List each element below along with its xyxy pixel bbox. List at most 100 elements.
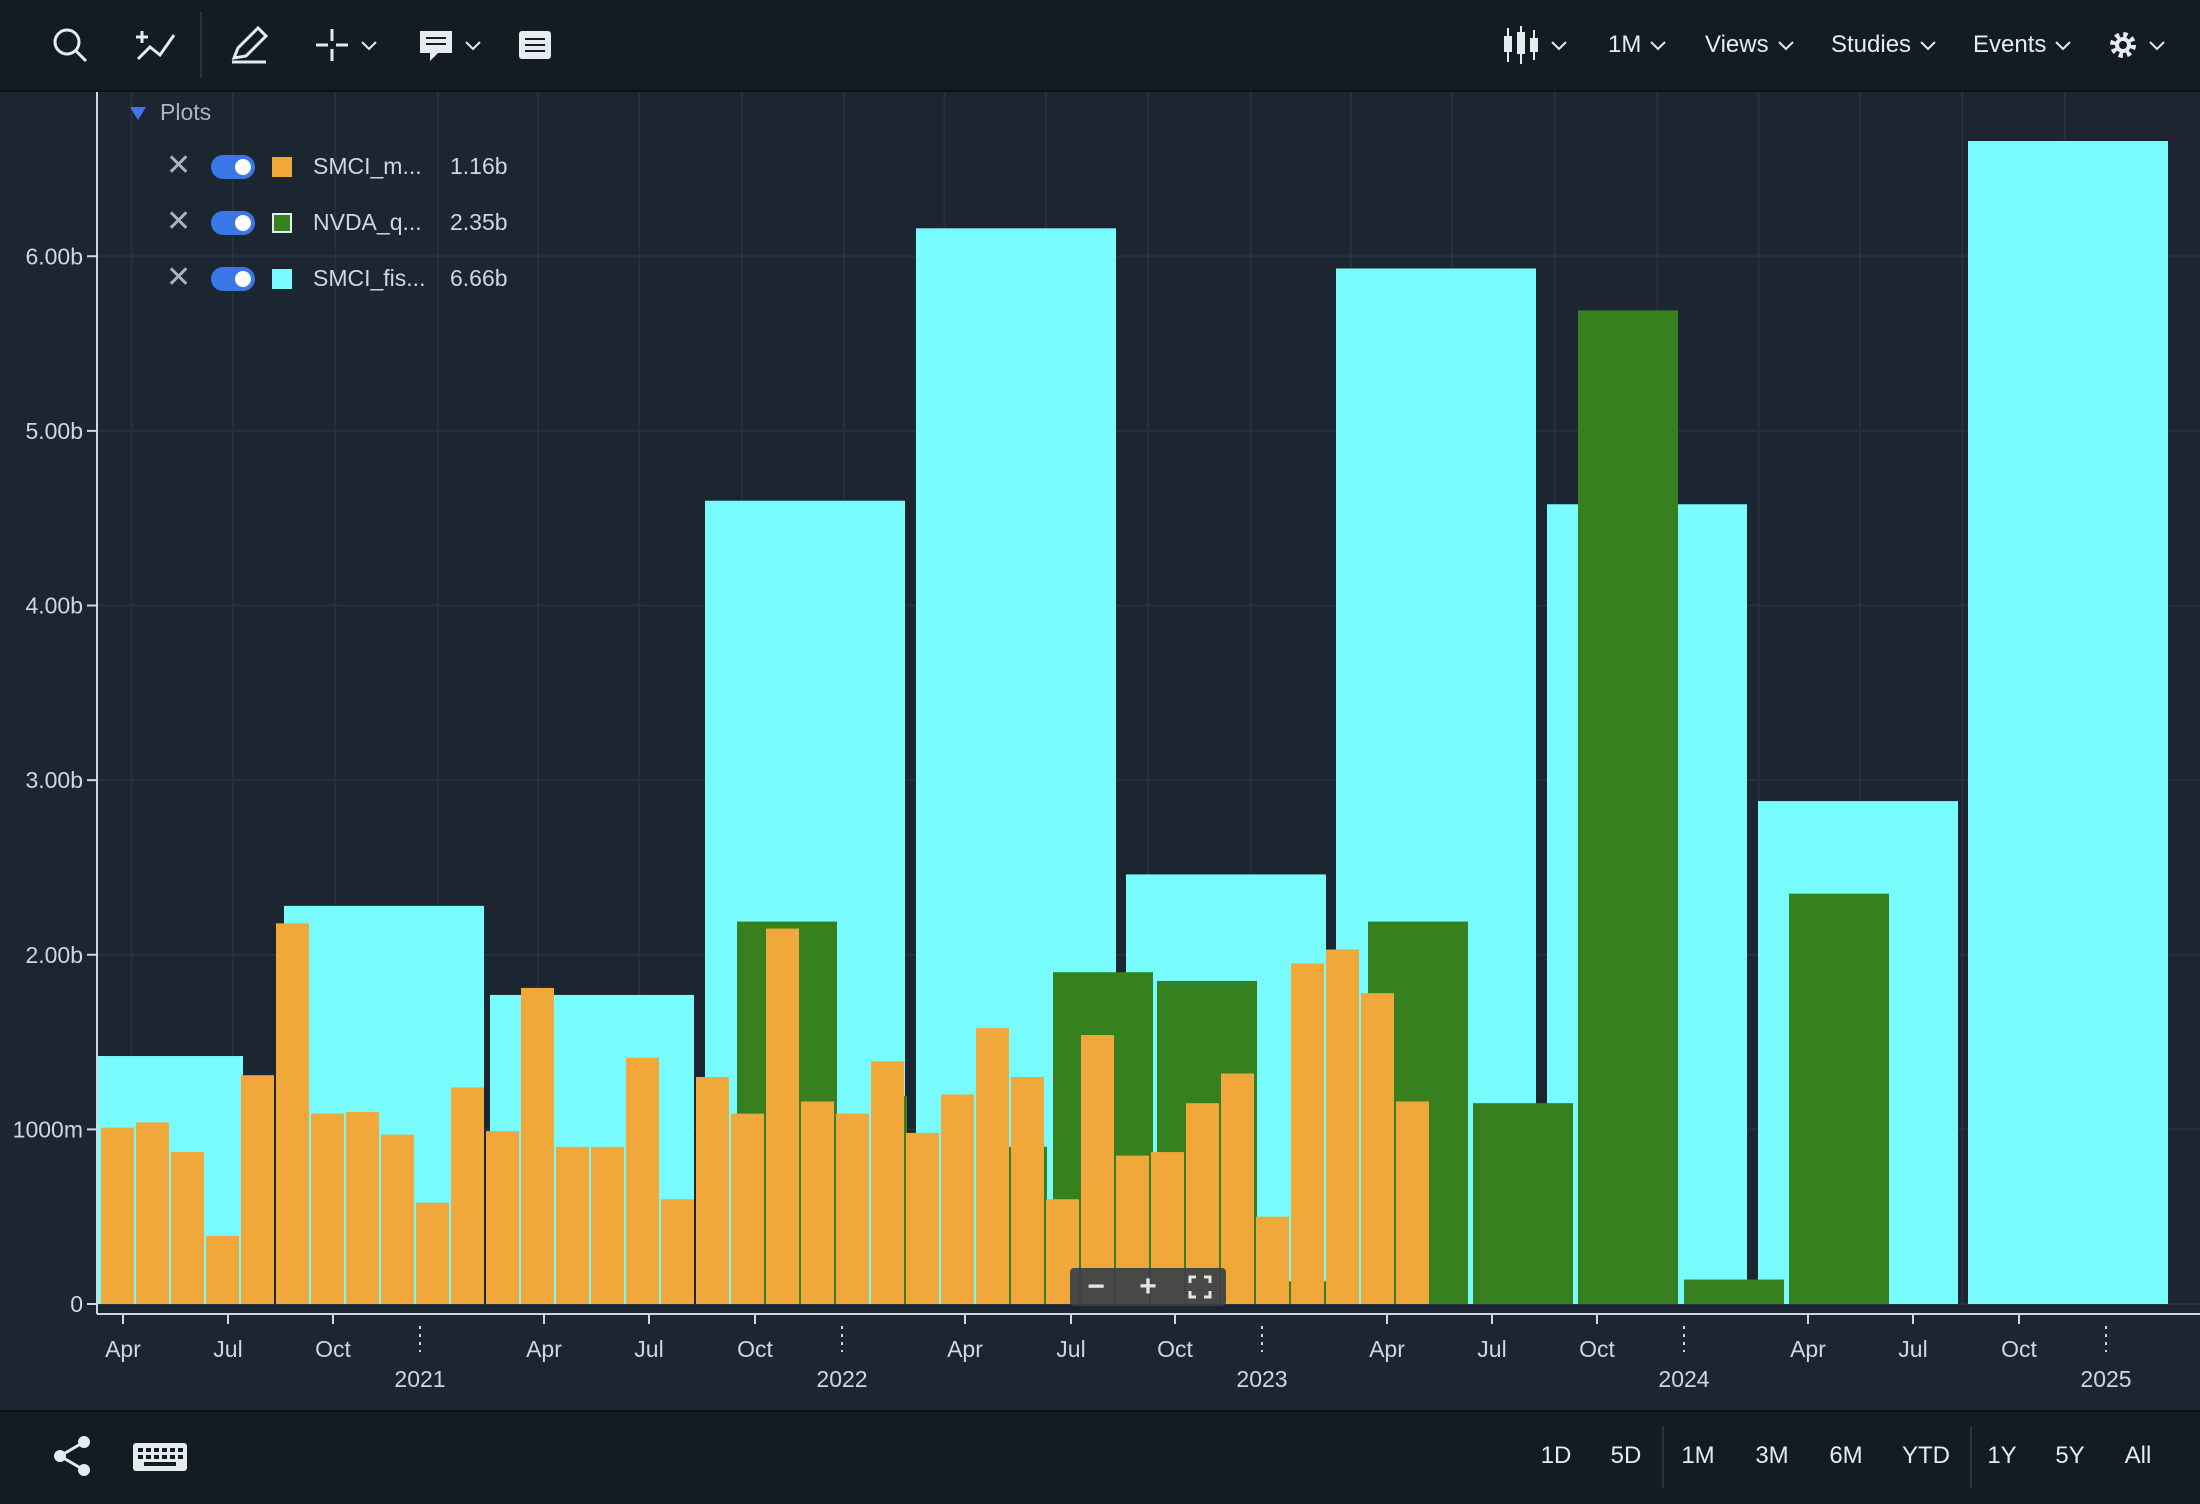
x-tick-label: Apr <box>1369 1336 1405 1362</box>
fullscreen-button[interactable] <box>1174 1268 1226 1306</box>
bar-smci-monthly <box>311 1113 344 1304</box>
bar-smci-monthly <box>661 1199 694 1304</box>
period-button[interactable]: 1M <box>1608 22 1667 68</box>
remove-plot-icon[interactable]: ✕ <box>166 149 192 182</box>
bar-smci-fiscal <box>1968 141 2168 1304</box>
year-tick-label: 2024 <box>1658 1366 1709 1392</box>
year-tick-label: 2021 <box>394 1366 445 1392</box>
y-tick-label: 5.00b <box>25 418 83 444</box>
x-tick-label: Jul <box>213 1336 242 1362</box>
bar-smci-monthly <box>976 1028 1009 1304</box>
views-menu[interactable]: Views <box>1705 22 1795 68</box>
keyboard-icon[interactable] <box>132 1442 188 1477</box>
x-tick-label: Jul <box>1477 1336 1506 1362</box>
events-label: Events <box>1973 31 2047 58</box>
settings-button[interactable] <box>2106 22 2166 68</box>
bar-smci-monthly <box>451 1087 484 1304</box>
chart-canvas[interactable]: 0 1000m 2.00b 3.00b 4.00b 5.00b 6.00b Apr Jul Oct… <box>0 92 2200 1410</box>
bar-smci-monthly <box>731 1113 764 1304</box>
range-5y-button[interactable]: 5Y <box>2055 1442 2085 1469</box>
y-tick-label: 1000m <box>13 1116 83 1142</box>
chart-area[interactable]: 0 1000m 2.00b 3.00b 4.00b 5.00b 6.00b Apr Jul Oct… <box>0 92 2200 1410</box>
bar-smci-monthly <box>346 1111 379 1304</box>
series-smci-monthly <box>101 923 1429 1304</box>
chevron-down-icon <box>1920 41 1936 51</box>
remove-plot-icon[interactable]: ✕ <box>166 261 192 294</box>
studies-label: Studies <box>1831 31 1912 58</box>
chevron-down-icon <box>1777 41 1794 51</box>
bar-smci-monthly <box>1221 1073 1254 1304</box>
x-tick-label: Jul <box>1898 1336 1927 1362</box>
bar-smci-monthly <box>801 1101 834 1304</box>
bar-smci-monthly <box>591 1146 624 1304</box>
studies-menu[interactable]: Studies <box>1831 22 1937 68</box>
range-all-button[interactable]: All <box>2124 1442 2152 1469</box>
zoom-in-button[interactable]: + <box>1139 1270 1157 1303</box>
bar-smci-monthly <box>206 1235 239 1304</box>
bar-smci-monthly <box>521 987 554 1304</box>
crosshair-icon[interactable] <box>312 22 378 68</box>
year-tick-label: 2023 <box>1236 1366 1287 1392</box>
legend-item-value: 2.35b <box>450 209 508 235</box>
chevron-down-icon <box>1650 41 1667 51</box>
bar-smci-monthly <box>1011 1076 1044 1304</box>
collapse-triangle-icon[interactable] <box>130 107 146 120</box>
x-tick-label: Jul <box>1056 1336 1085 1362</box>
bar-smci-monthly <box>906 1132 939 1304</box>
plot-toggle[interactable] <box>211 155 255 179</box>
chart-type-button[interactable] <box>1500 22 1568 68</box>
bar-smci-monthly <box>836 1113 869 1304</box>
chevron-down-icon <box>2149 41 2165 51</box>
toolbar-separator <box>200 12 202 78</box>
candlestick-icon <box>1504 26 1538 64</box>
y-tick-label: 2.00b <box>25 942 83 968</box>
gear-icon <box>2110 32 2136 58</box>
chevron-down-icon <box>465 41 481 51</box>
top-toolbar: 1M Views Studies Events <box>0 0 2200 92</box>
x-tick-label: Oct <box>1579 1336 1615 1362</box>
range-3m-button[interactable]: 3M <box>1755 1442 1789 1469</box>
legend-item-name: SMCI_fis... <box>313 265 426 291</box>
plot-toggle[interactable] <box>211 211 255 235</box>
share-icon[interactable] <box>50 1434 94 1483</box>
draw-icon[interactable] <box>228 22 270 68</box>
range-1m-button[interactable]: 1M <box>1681 1442 1715 1469</box>
range-ytd-button[interactable]: YTD <box>1902 1442 1950 1469</box>
bottom-bar: 1D 5D 1M 3M 6M YTD 1Y 5Y All <box>0 1410 2200 1504</box>
comment-icon[interactable] <box>416 22 482 68</box>
fullscreen-icon <box>1188 1275 1212 1299</box>
plot-toggle[interactable] <box>211 267 255 291</box>
bar-smci-monthly <box>941 1094 974 1304</box>
bar-smci-monthly <box>871 1061 904 1304</box>
x-tick-label: Oct <box>1157 1336 1193 1362</box>
add-comparison-icon[interactable] <box>130 22 180 68</box>
search-icon[interactable] <box>50 22 90 68</box>
bar-smci-monthly <box>626 1057 659 1304</box>
table-icon[interactable] <box>516 22 554 68</box>
remove-plot-icon[interactable]: ✕ <box>166 205 192 238</box>
bar-smci-monthly <box>1326 949 1359 1304</box>
events-menu[interactable]: Events <box>1973 22 2072 68</box>
chevron-down-icon <box>1551 41 1567 51</box>
range-6m-button[interactable]: 6M <box>1829 1442 1863 1469</box>
x-tick-label: Apr <box>1790 1336 1826 1362</box>
legend-item: ✕ SMCI_fis... 6.66b <box>98 259 538 299</box>
bar-nvda-quarterly <box>1473 1103 1573 1304</box>
bar-smci-monthly <box>1081 1035 1114 1304</box>
range-separator <box>1662 1426 1664 1488</box>
zoom-out-button[interactable]: − <box>1087 1270 1105 1303</box>
bar-nvda-quarterly <box>1578 310 1678 1304</box>
zoom-control: − + <box>1070 1268 1226 1306</box>
x-tick-label: Oct <box>737 1336 773 1362</box>
range-separator <box>1970 1426 1972 1488</box>
range-5d-button[interactable]: 5D <box>1610 1442 1642 1469</box>
bar-nvda-quarterly <box>1684 1279 1784 1304</box>
x-tick-label: Jul <box>634 1336 663 1362</box>
views-label: Views <box>1705 31 1769 58</box>
chevron-down-icon <box>2055 41 2072 51</box>
range-1y-button[interactable]: 1Y <box>1987 1442 2017 1469</box>
bar-smci-monthly <box>381 1134 414 1304</box>
y-tick-label: 6.00b <box>25 243 83 269</box>
period-label: 1M <box>1608 31 1642 58</box>
range-1d-button[interactable]: 1D <box>1540 1442 1572 1469</box>
